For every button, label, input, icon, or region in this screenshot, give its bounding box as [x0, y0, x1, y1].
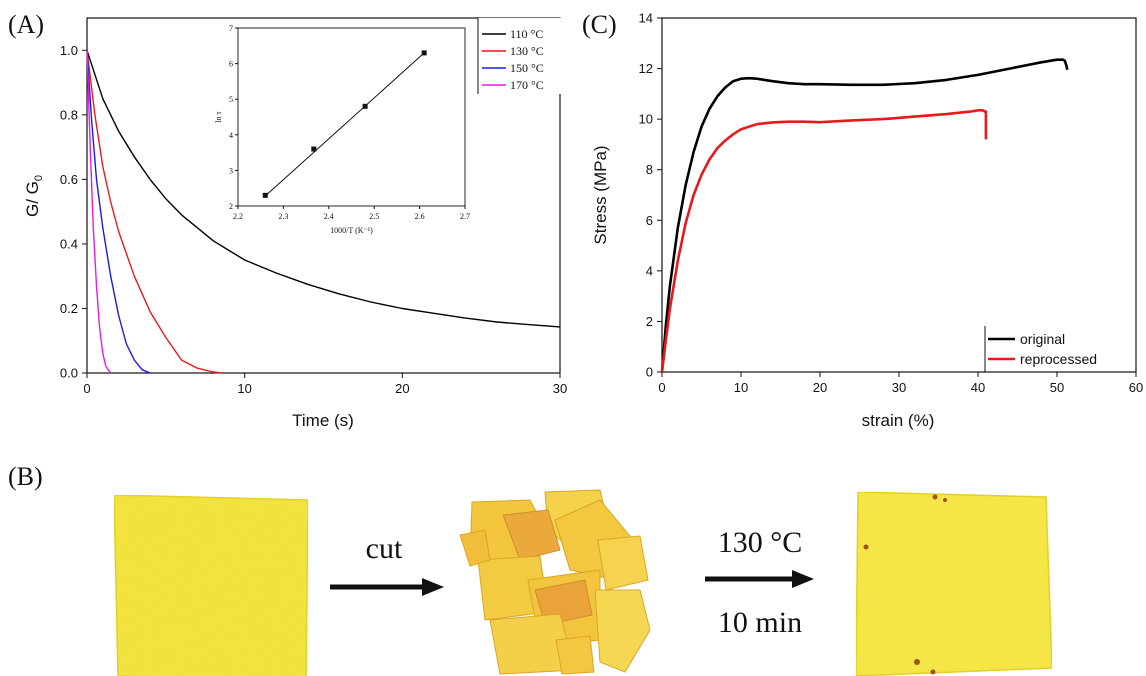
x-tick-label: 0 [83, 381, 90, 396]
y-tick-label: 10 [639, 112, 653, 127]
inset-y-tick-label: 6 [229, 60, 233, 69]
y-tick-label: 6 [646, 213, 653, 228]
panel-label-b: (B) [8, 462, 43, 491]
plot-frame [661, 17, 1137, 373]
legend-label-1: reprocessed [1020, 351, 1097, 367]
y-tick-label: 1.0 [60, 43, 78, 58]
legend-box [478, 18, 562, 94]
series-line-0 [660, 58, 1069, 373]
y-tick-label: 14 [639, 11, 653, 26]
relaxation-chart: 0 10 20 30 0.0 0.2 0.4 0.6 0.8 1.0 110 °C 130 °C 150… [23, 17, 567, 430]
x-tick-label: 0 [658, 380, 665, 395]
panel-label-c: (C) [582, 10, 617, 39]
x-tick-label: 30 [892, 380, 906, 395]
x-tick-label: 10 [237, 381, 251, 396]
series-line-0 [86, 50, 561, 328]
temperature-label: 130 °C [718, 526, 803, 559]
y-tick-label: 0.2 [60, 301, 78, 316]
inset-point-1 [311, 146, 317, 152]
y-tick-label: 12 [639, 61, 653, 76]
inset-x-tick-label: 2.4 [324, 212, 334, 221]
x-axis-label: strain (%) [862, 411, 935, 430]
inset-y-label: ln τ [214, 110, 223, 122]
legend-label-3: 170 °C [510, 78, 544, 92]
inset-frame [237, 27, 466, 207]
inset-point-3 [421, 50, 427, 56]
inset-y-tick-label: 3 [229, 166, 233, 175]
inset-x-tick-label: 2.5 [369, 212, 379, 221]
original-sample-photo [113, 494, 309, 676]
y-tick-label: 0.8 [60, 107, 78, 122]
series-line-1 [660, 109, 988, 373]
series-line-1 [86, 50, 222, 374]
y-tick-label: 0.4 [60, 236, 78, 251]
inset-point-0 [262, 192, 268, 198]
cut-label: cut [366, 532, 403, 565]
heat-press-arrow-icon [705, 570, 814, 588]
y-axis-label: G/ G0 [23, 175, 45, 217]
x-tick-label: 40 [971, 380, 985, 395]
reprocessing-photos: cut 130 °C 10 min [113, 489, 1053, 676]
inset-y-tick-label: 2 [229, 202, 233, 211]
y-axis-label: Stress (MPa) [591, 145, 610, 244]
inset-fit-line [264, 52, 425, 197]
series-line-2 [86, 50, 151, 374]
inset-x-label: 1000/T (K⁻¹) [330, 226, 373, 235]
y-tick-label: 8 [646, 162, 653, 177]
plot-frame [86, 17, 561, 374]
x-tick-label: 60 [1129, 380, 1143, 395]
inset-x-tick-label: 2.6 [415, 212, 425, 221]
x-tick-label: 50 [1050, 380, 1064, 395]
inset-y-tick-label: 7 [229, 24, 233, 33]
inset-x-tick-label: 2.7 [460, 212, 470, 221]
x-tick-label: 20 [395, 381, 409, 396]
legend-label-0: original [1020, 331, 1065, 347]
cut-pieces-photo [459, 489, 651, 675]
x-axis-label: Time (s) [292, 411, 354, 430]
stress-strain-chart: 0 10 20 30 40 50 60 0 2 4 6 8 10 12 14 original reproces… [591, 11, 1143, 431]
reprocessed-sample-photo [855, 491, 1053, 676]
x-tick-label: 30 [553, 381, 567, 396]
x-tick-label: 20 [813, 380, 827, 395]
x-tick-label: 10 [734, 380, 748, 395]
legend-label-0: 110 °C [510, 27, 543, 41]
cut-arrow-icon [330, 578, 444, 596]
inset-point-2 [362, 103, 368, 109]
y-tick-label: 0.0 [60, 366, 78, 381]
inset-x-tick-label: 2.2 [233, 212, 243, 221]
y-tick-label: 2 [646, 314, 653, 329]
series-line-3 [86, 50, 112, 374]
legend-label-2: 150 °C [510, 61, 544, 75]
y-tick-label: 0 [646, 365, 653, 380]
inset-y-tick-label: 4 [229, 131, 233, 140]
y-tick-label: 4 [646, 263, 653, 278]
inset-y-tick-label: 5 [229, 95, 233, 104]
time-label: 10 min [718, 606, 802, 639]
y-tick-label: 0.6 [60, 172, 78, 187]
inset-x-tick-label: 2.3 [278, 212, 288, 221]
panel-label-a: (A) [8, 10, 45, 39]
legend-label-1: 130 °C [510, 44, 544, 58]
